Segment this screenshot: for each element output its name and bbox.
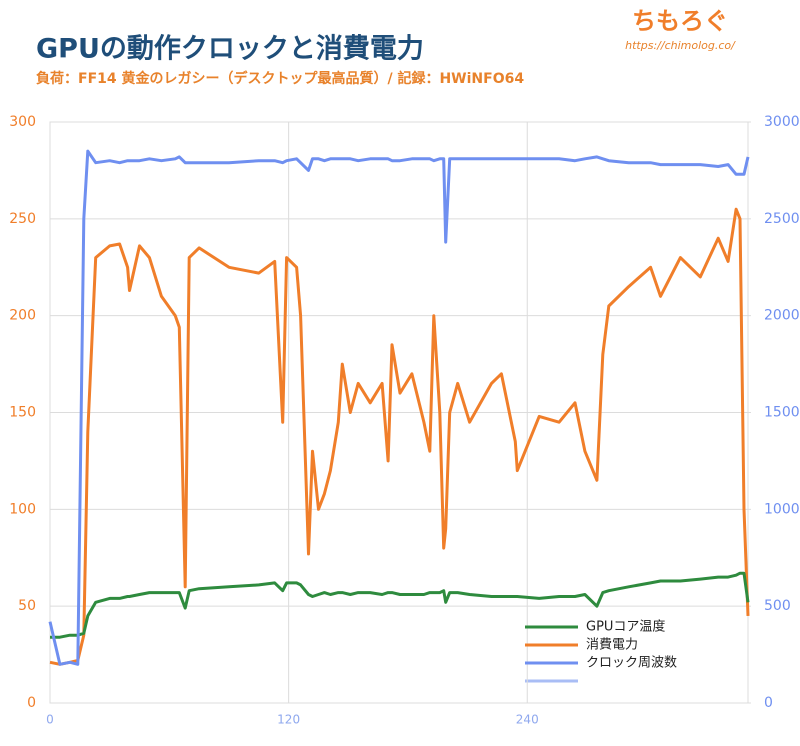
legend-label: 消費電力 xyxy=(586,638,638,653)
y2-tick-label: 0 xyxy=(764,695,773,711)
chart-title: GPUの動作クロックと消費電力 xyxy=(36,34,424,65)
chart-subtitle: 負荷：FF14 黄金のレガシー（デスクトップ最高品質）/ 記録：HWiNFO64 xyxy=(36,70,524,87)
y-tick-label: 150 xyxy=(9,405,36,421)
y2-tick-label: 1500 xyxy=(764,405,800,421)
x-tick-label: 0 xyxy=(46,713,54,727)
x-tick-label: 120 xyxy=(277,713,300,727)
y-tick-label: 50 xyxy=(18,598,36,614)
series-line xyxy=(48,149,750,666)
series-line xyxy=(50,571,750,639)
y2-tick-label: 3000 xyxy=(764,114,800,130)
brand-url: https://chimolog.co/ xyxy=(625,39,736,52)
legend-label: クロック周波数 xyxy=(586,656,677,671)
legend-label: GPUコア温度 xyxy=(586,619,665,635)
x-tick-label: 240 xyxy=(516,713,539,727)
y-tick-label: 0 xyxy=(27,695,36,711)
y2-tick-label: 1000 xyxy=(764,501,800,517)
y2-tick-label: 2500 xyxy=(764,211,800,227)
series-line xyxy=(49,207,750,666)
y-tick-label: 100 xyxy=(9,501,36,517)
y-tick-label: 250 xyxy=(9,211,36,227)
y2-tick-label: 2000 xyxy=(764,308,800,324)
y2-tick-label: 500 xyxy=(764,598,791,614)
y-tick-label: 300 xyxy=(9,114,36,130)
brand-name: ちもろぐ xyxy=(632,7,728,35)
y-tick-label: 200 xyxy=(9,308,36,324)
